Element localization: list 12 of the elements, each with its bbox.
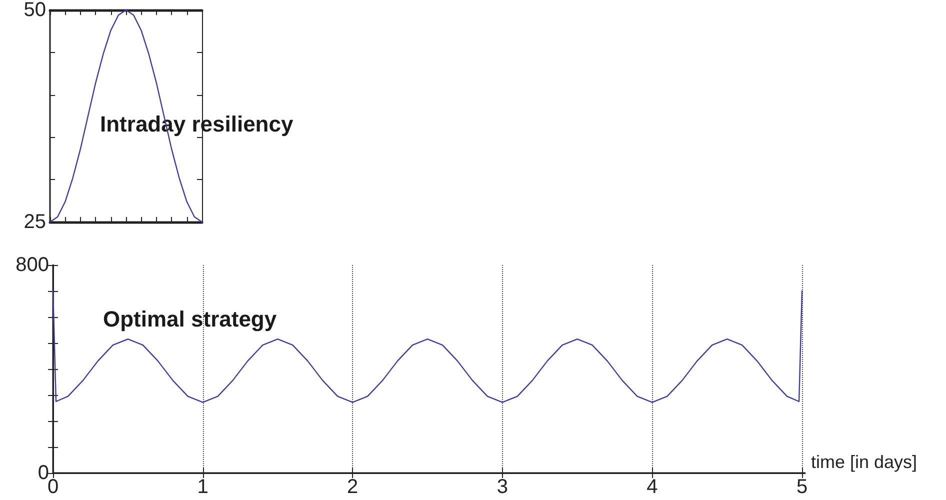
x-tick-label: 4 [646, 476, 658, 498]
x-tick-label: 5 [796, 476, 808, 498]
y-tick-label: 800 [16, 254, 49, 276]
x-tick-label: 3 [496, 476, 508, 498]
x-tick-label: 1 [197, 476, 208, 498]
line-series [52, 290, 803, 403]
y-tick-label: 25 [24, 211, 46, 233]
x-tick-label: 2 [347, 476, 358, 498]
annotation: Optimal strategy [103, 306, 278, 332]
y-tick-label: 50 [24, 0, 46, 21]
y-tick-label: 0 [38, 462, 49, 484]
x-axis-title: time [in days] [811, 452, 918, 472]
